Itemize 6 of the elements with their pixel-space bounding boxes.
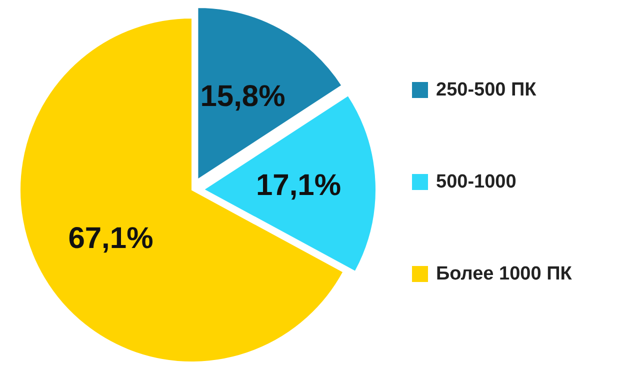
data-label: 67,1% xyxy=(68,222,154,255)
legend-label: 250-500 ПК xyxy=(436,80,537,100)
data-label: 15,8% xyxy=(200,80,286,113)
legend-label: Более 1000 ПК xyxy=(436,264,572,284)
data-label: 17,1% xyxy=(256,169,342,202)
legend-label: 500-1000 xyxy=(436,172,516,192)
